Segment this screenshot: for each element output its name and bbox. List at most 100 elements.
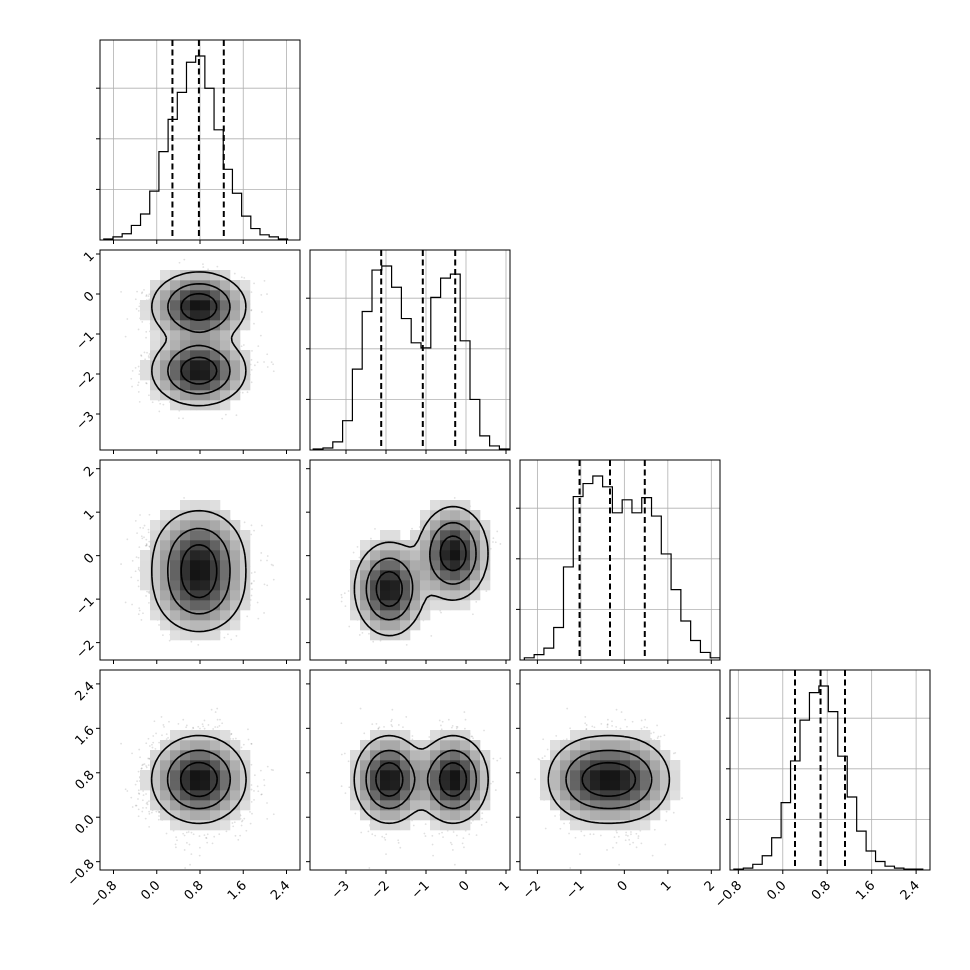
density-cell [140, 370, 151, 381]
scatter-point [134, 298, 137, 301]
scatter-point [235, 635, 238, 637]
scatter-point [148, 590, 151, 593]
density-cell [150, 280, 161, 291]
density-cell [190, 380, 201, 391]
density-cell [240, 280, 251, 291]
scatter-point [145, 538, 148, 541]
density-cell [230, 350, 241, 361]
density-cell [180, 330, 191, 341]
scatter-point [250, 309, 253, 311]
scatter-point [253, 580, 255, 582]
scatter-point [227, 633, 229, 636]
density-cell [210, 350, 221, 361]
scatter-point [250, 309, 253, 312]
density-cell [140, 310, 151, 321]
density-cell [160, 320, 171, 331]
scatter-point [266, 353, 269, 356]
scatter-point [145, 595, 148, 597]
scatter-point [250, 368, 253, 371]
scatter-point [243, 276, 246, 279]
scatter-point [138, 609, 141, 612]
density-cell [180, 290, 191, 301]
scatter-point [134, 519, 137, 522]
density-cell [220, 400, 231, 411]
scatter-point [141, 537, 144, 540]
scatter-point [190, 640, 193, 643]
density-cell [160, 280, 171, 291]
scatter-point [253, 571, 256, 574]
scatter-point [266, 293, 268, 295]
density-cell [150, 300, 161, 311]
scatter-point [144, 544, 147, 547]
density-cell [240, 350, 251, 361]
scatter-point [144, 358, 147, 361]
density-cell [170, 280, 181, 291]
scatter-point [259, 334, 262, 337]
density-cell [190, 290, 201, 301]
density-cell [240, 380, 251, 391]
scatter-point [183, 258, 186, 261]
density-cell [220, 270, 231, 281]
scatter-point [263, 280, 266, 282]
scatter-point [266, 584, 269, 587]
contour-level-0 [151, 271, 247, 407]
scatter-point [250, 291, 253, 294]
panel-1-0: −3−2−101 [73, 249, 301, 454]
scatter-point [263, 612, 265, 614]
scatter-point [143, 288, 145, 291]
scatter-point [250, 358, 253, 361]
density-cell [190, 310, 201, 321]
scatter-point [240, 276, 243, 279]
density-cell [180, 280, 191, 291]
scatter-point [148, 298, 151, 301]
density-cell [190, 280, 201, 291]
scatter-point [241, 391, 244, 394]
scatter-point [243, 521, 246, 524]
scatter-point [141, 321, 144, 323]
density-cell [170, 400, 181, 411]
scatter-point [148, 394, 150, 397]
scatter-point [242, 344, 245, 346]
scatter-point [148, 293, 151, 296]
density-cell [240, 290, 251, 301]
scatter-point [263, 361, 265, 363]
density-cell [230, 340, 241, 351]
scatter-point [178, 261, 181, 264]
scatter-point [145, 295, 148, 298]
scatter-point [207, 268, 209, 271]
density-cell [180, 370, 191, 381]
density-cell [210, 310, 221, 321]
scatter-point [138, 546, 141, 549]
scatter-point [272, 363, 274, 366]
y-tick-label: −1 [73, 329, 97, 353]
scatter-point [266, 555, 269, 557]
scatter-point [253, 322, 255, 325]
scatter-point [145, 336, 147, 339]
density-cell [230, 380, 241, 391]
scatter-point [251, 349, 253, 352]
density-cell [220, 370, 231, 381]
scatter-point [253, 364, 256, 367]
density-cell [180, 340, 191, 351]
density-cell [230, 300, 241, 311]
scatter-point [182, 417, 184, 420]
density-cell [170, 390, 181, 401]
density-cell [190, 350, 201, 361]
density-cell [210, 300, 221, 311]
scatter-point [135, 308, 138, 310]
scatter-point [137, 391, 140, 393]
density-cell [170, 310, 181, 321]
scatter-point [148, 353, 151, 355]
density-cell [150, 380, 161, 391]
scatter-point [257, 345, 260, 348]
scatter-point [250, 381, 253, 384]
scatter-point [147, 295, 150, 298]
scatter-point [177, 417, 180, 420]
scatter-point [137, 556, 140, 559]
scatter-point [178, 409, 181, 412]
density-cell [190, 330, 201, 341]
contour-level-1 [167, 283, 231, 395]
density-cell [160, 360, 171, 371]
scatter-point [145, 294, 148, 296]
